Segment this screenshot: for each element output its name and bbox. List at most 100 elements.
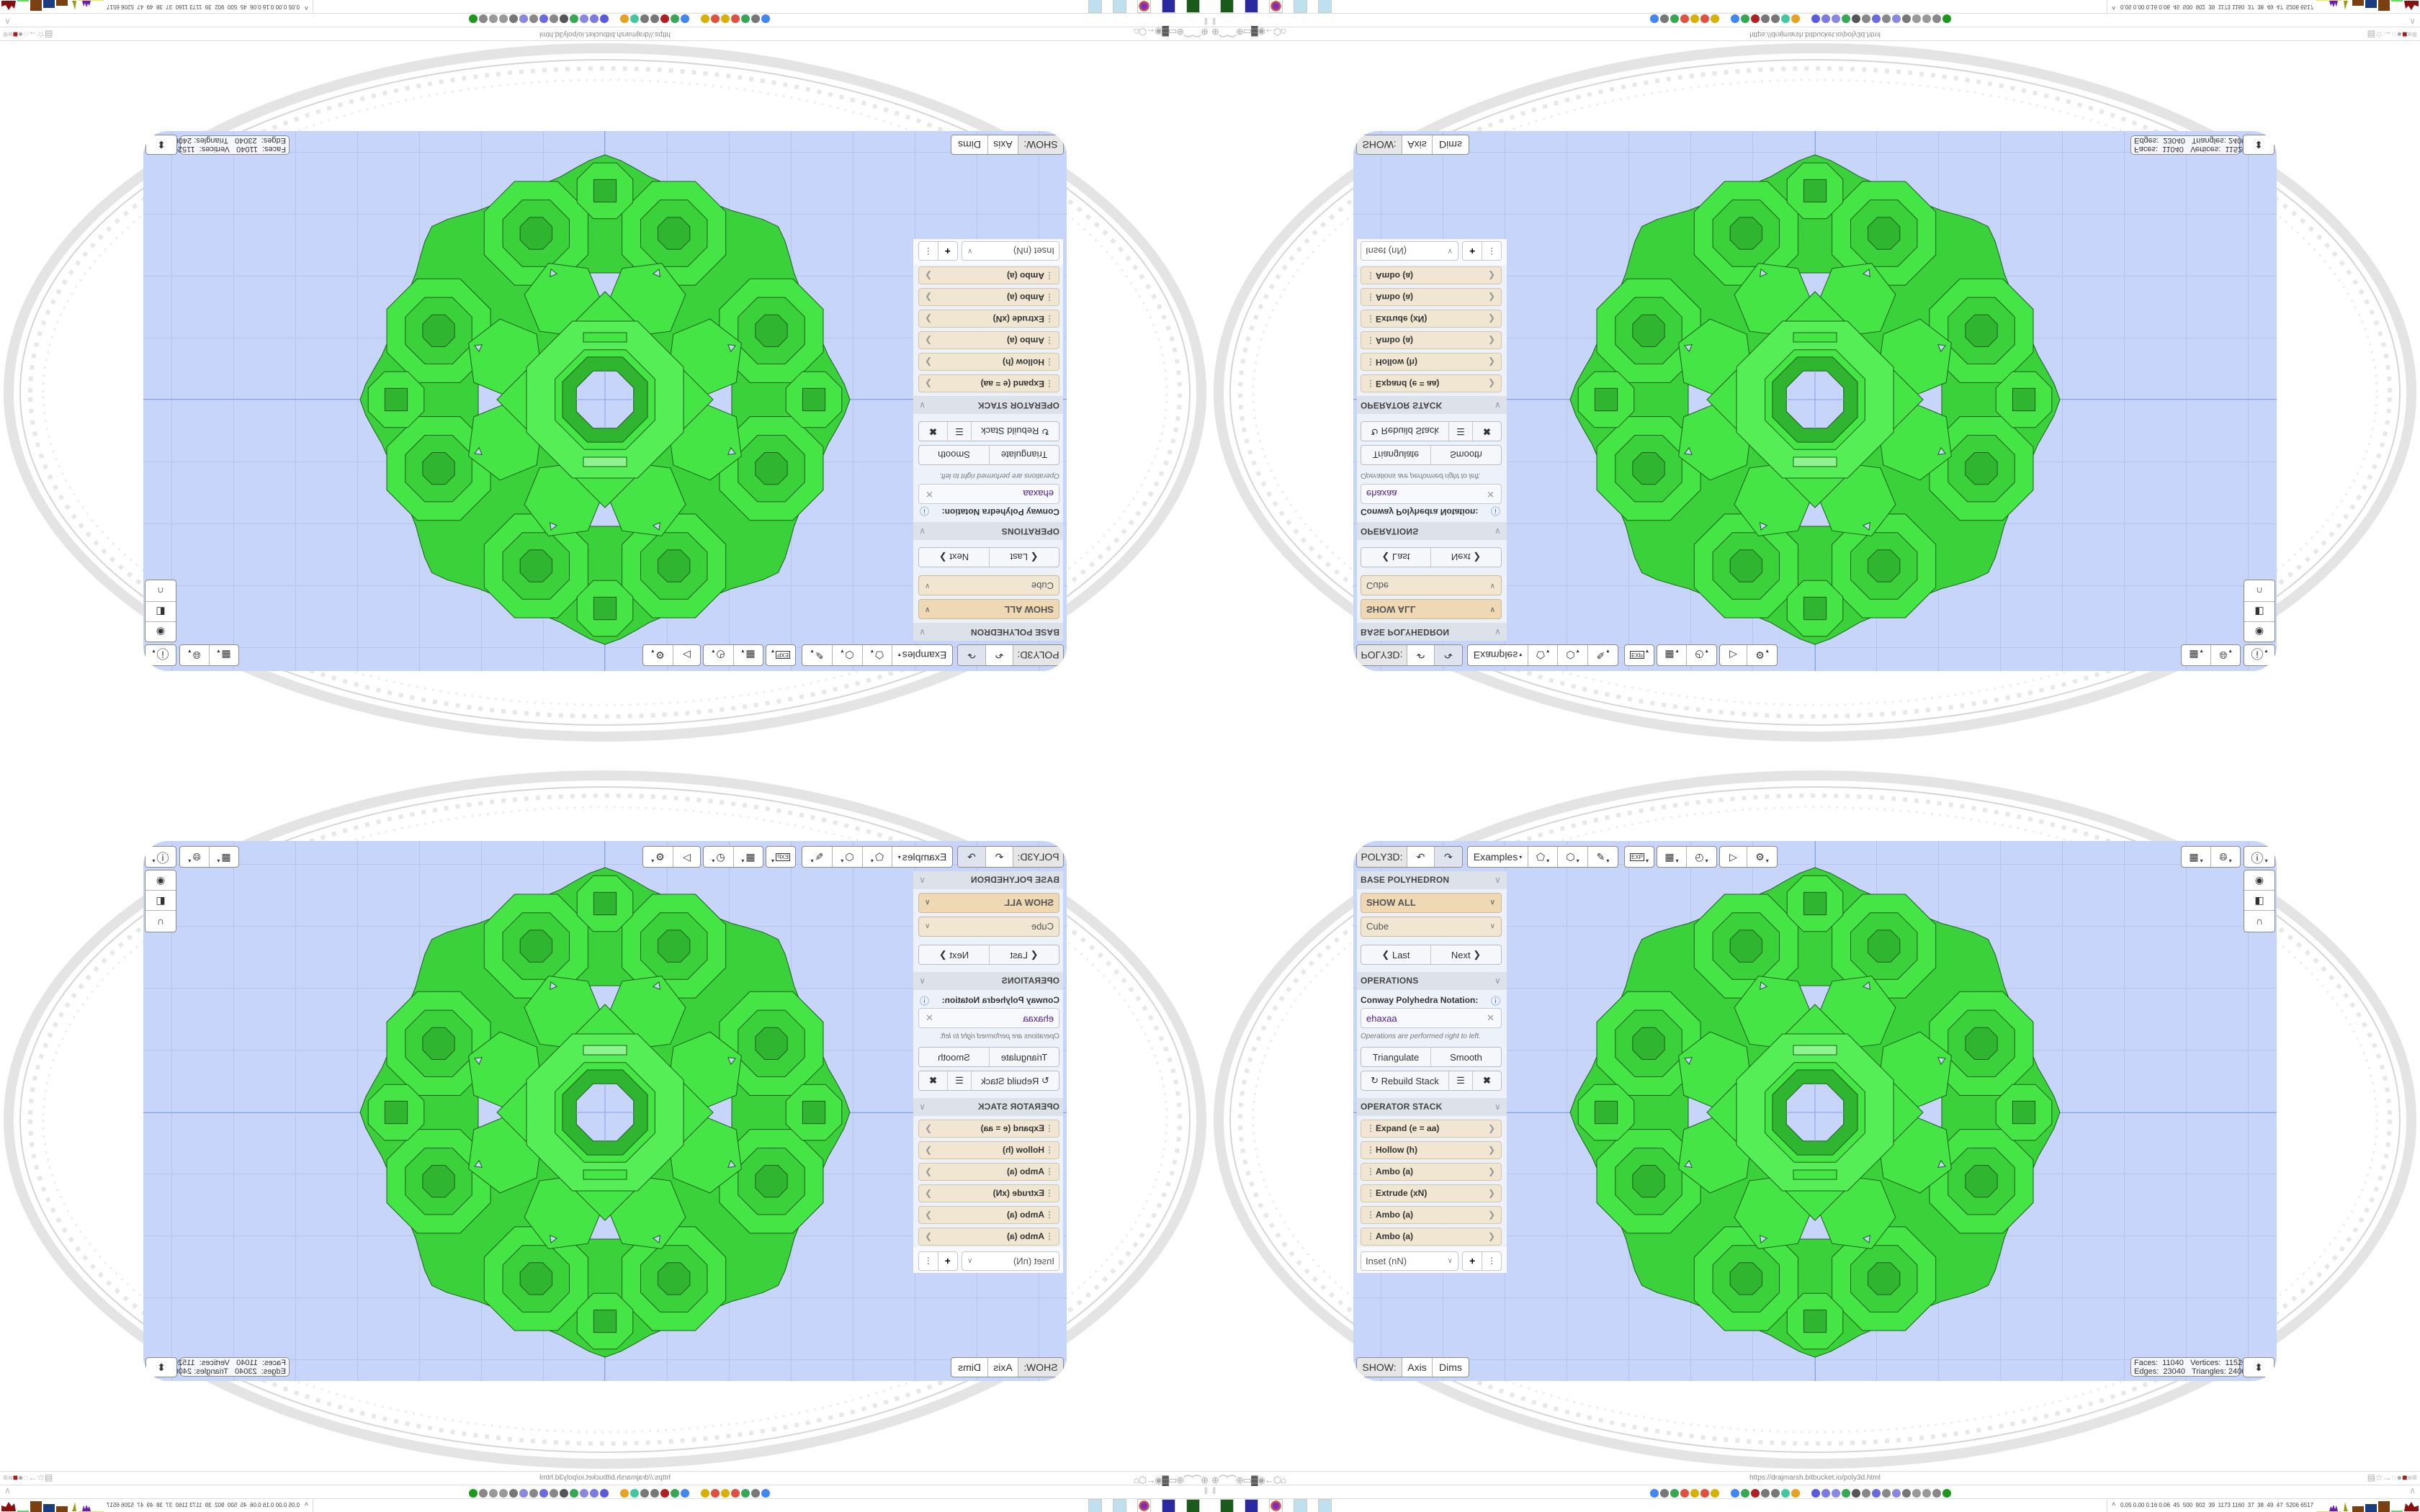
calendar-button[interactable]: ▦ ▾	[1657, 847, 1687, 867]
view-cube-button[interactable]: ⬡ ▾	[832, 847, 862, 867]
chevron-right-icon[interactable]: ❯	[1487, 292, 1495, 302]
taskbar-app-notepad[interactable]	[1113, 1499, 1126, 1512]
operator-stack-item[interactable]: ⋮ Expand (e = aa) ❯	[1361, 1120, 1502, 1138]
drag-handle-icon[interactable]: ⋮	[1045, 1231, 1054, 1241]
bookmark-icon[interactable]	[711, 14, 720, 24]
taskbar-app-notepad[interactable]	[1113, 0, 1126, 13]
bookmark-icon[interactable]	[610, 1488, 619, 1498]
notation-input[interactable]: ehaxaa ✕	[918, 1008, 1059, 1028]
clock-button[interactable]: ◴ ▾	[712, 648, 725, 662]
bookmark-icon[interactable]	[620, 14, 629, 24]
view-cube-button[interactable]: ⬡ ▾	[832, 645, 862, 665]
bookmark-icon[interactable]	[560, 14, 568, 24]
next-button[interactable]: Next ❯	[1431, 548, 1501, 567]
taskbar-app-notepad-2[interactable]	[1318, 0, 1332, 13]
dims-toggle[interactable]: Dims	[951, 135, 987, 154]
drag-handle-icon[interactable]: ⋮	[1045, 357, 1054, 367]
taskbar-app-save[interactable]	[1162, 1499, 1175, 1512]
poly3d-menu-button[interactable]: POLY3D:	[1357, 645, 1407, 665]
bookmark-icon[interactable]	[761, 14, 770, 24]
bookmark-icon[interactable]	[529, 14, 538, 24]
base-polyhedron-header[interactable]: BASE POLYHEDRON ∨	[913, 871, 1063, 889]
polyhedron-select[interactable]: Cube ∨	[1361, 917, 1502, 937]
drag-handle-icon[interactable]: ⋮	[1366, 292, 1375, 302]
bookmark-icon[interactable]	[1801, 1488, 1810, 1498]
axis-toggle[interactable]: Axis	[987, 1358, 1018, 1377]
bookmark-icon[interactable]	[620, 1488, 629, 1498]
list-button[interactable]: ☰	[1449, 1071, 1473, 1090]
bookmark-icon[interactable]	[1680, 14, 1689, 24]
visibility-button[interactable]: ◉	[145, 621, 176, 642]
clear-stack-button[interactable]: ✖	[1473, 1071, 1501, 1090]
bookmark-icon[interactable]	[630, 1488, 639, 1498]
operator-stack-item[interactable]: ⋮ Expand (e = aa) ❯	[918, 1120, 1059, 1138]
bookmark-icon[interactable]	[580, 1488, 588, 1498]
settings-button[interactable]: ⚙ ▾	[1755, 648, 1769, 662]
bookmark-icon[interactable]	[660, 1488, 669, 1498]
bookmark-icon[interactable]	[1660, 1488, 1669, 1498]
bookmark-icon[interactable]	[1670, 14, 1679, 24]
drag-handle-icon[interactable]: ⋮	[1045, 1188, 1054, 1198]
bookmark-icon[interactable]	[529, 1488, 538, 1498]
taskbar-app-notepad[interactable]	[1294, 1499, 1307, 1512]
operator-stack-item[interactable]: ⋮ Ambo (a) ❯	[918, 266, 1059, 284]
base-polyhedron-header[interactable]: BASE POLYHEDRON ∨	[1357, 623, 1507, 641]
bookmark-icon[interactable]	[691, 1488, 699, 1498]
chevron-right-icon[interactable]: ❯	[1487, 1210, 1495, 1220]
bookmark-icon[interactable]	[539, 1488, 548, 1498]
bookmark-icon[interactable]	[711, 1488, 720, 1498]
chevron-right-icon[interactable]: ❯	[1487, 357, 1495, 367]
bookmark-icon[interactable]	[1892, 14, 1901, 24]
clear-stack-button[interactable]: ✖	[919, 1071, 947, 1090]
visibility-button[interactable]: ◉	[145, 870, 176, 891]
dims-toggle[interactable]: Dims	[1433, 1358, 1469, 1377]
bookmark-icon[interactable]	[1700, 1488, 1709, 1498]
toggle-button[interactable]: ◧	[2244, 891, 2275, 911]
taskbar-app-notepad-2[interactable]	[1088, 1499, 1102, 1512]
operator-stack-item[interactable]: ⋮ Expand (e = aa) ❯	[1361, 374, 1502, 392]
info-icon[interactable]: ⓘ	[920, 505, 930, 516]
rebuild-stack-button[interactable]: ↻ Rebuild Stack	[1361, 1071, 1449, 1090]
toggle-button[interactable]: ◧	[2244, 601, 2275, 621]
bookmark-icon[interactable]	[600, 1488, 609, 1498]
chevron-up-icon[interactable]: ˄	[2112, 4, 2116, 12]
taskbar-app-save[interactable]	[1245, 0, 1258, 13]
calendar-button[interactable]: ▦ ▾	[733, 645, 763, 665]
info-button[interactable]: ⓘ ▾	[2244, 847, 2275, 867]
info-icon[interactable]: ⓘ	[920, 996, 930, 1007]
operator-stack-item[interactable]: ⋮ Extrude (xN) ❯	[918, 1184, 1059, 1202]
redo-button[interactable]: ↷	[958, 847, 985, 867]
location-button[interactable]: 🌐︎ ▾	[188, 850, 201, 864]
bookmark-icon[interactable]	[1771, 14, 1780, 24]
bookmark-icon[interactable]	[650, 1488, 659, 1498]
clear-stack-button[interactable]: ✖	[919, 422, 947, 441]
list-button[interactable]: ☰	[947, 1071, 971, 1090]
bookmark-icon[interactable]	[751, 14, 760, 24]
edit-button[interactable]: ✎ ▾	[1596, 850, 1610, 864]
chevron-right-icon[interactable]: ❯	[1487, 379, 1495, 389]
last-button[interactable]: ❮ Last	[1361, 945, 1431, 964]
drag-handle-icon[interactable]: ⋮	[1366, 1166, 1375, 1176]
operator-menu-button[interactable]: ⋮	[1482, 1252, 1501, 1270]
bookmark-icon[interactable]	[1932, 1488, 1941, 1498]
bookmark-icon[interactable]	[1942, 1488, 1951, 1498]
bookmark-icon[interactable]	[1690, 1488, 1699, 1498]
paint-button[interactable]: ⬠ ▾	[1528, 645, 1558, 665]
bookmark-icon[interactable]	[751, 1488, 760, 1498]
taskbar-app-terminal[interactable]	[1220, 1499, 1234, 1512]
undo-button[interactable]: ↶	[1407, 645, 1435, 665]
chevron-up-icon[interactable]: ∧	[4, 1485, 11, 1495]
bookmark-icon[interactable]	[469, 14, 478, 24]
drag-handle-icon[interactable]: ⋮	[1045, 1145, 1054, 1155]
calendar-button[interactable]: ▦ ▾	[733, 847, 763, 867]
bookmark-icon[interactable]	[1721, 1488, 1729, 1498]
bookmark-icon[interactable]	[1660, 14, 1669, 24]
bookmark-icon[interactable]	[560, 1488, 568, 1498]
chevron-up-icon[interactable]: ∧	[2409, 17, 2416, 27]
drag-handle-icon[interactable]: ⋮	[1366, 336, 1375, 346]
snap-button[interactable]: ∩	[2244, 911, 2275, 930]
bookmark-icon[interactable]	[1902, 14, 1911, 24]
operator-stack-item[interactable]: ⋮ Hollow (h) ❯	[1361, 1141, 1502, 1159]
edit-button[interactable]: ✎ ▾	[810, 850, 824, 864]
bookmark-icon[interactable]	[671, 1488, 679, 1498]
